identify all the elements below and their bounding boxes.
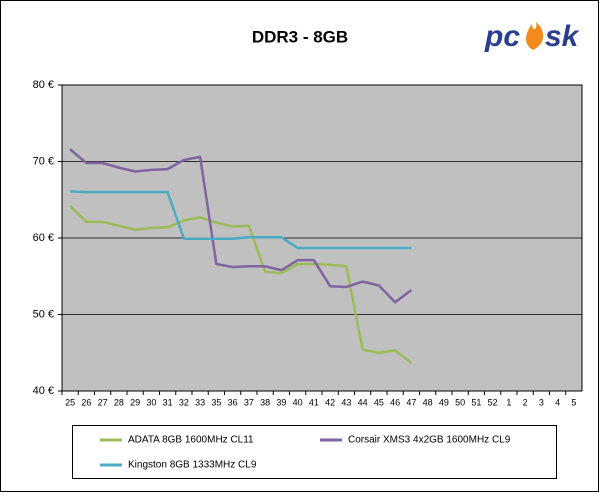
x-tick-label: 5: [571, 397, 576, 407]
y-tick-label: 50 €: [33, 308, 54, 320]
series-line: [69, 204, 413, 364]
chart-title: DDR3 - 8GB: [252, 27, 348, 46]
x-tick-label: 41: [309, 397, 319, 407]
x-tick-label: 31: [163, 397, 173, 407]
x-tick-label: 38: [260, 397, 270, 407]
x-tick-label: 52: [488, 397, 498, 407]
logo-flame: [526, 22, 544, 50]
x-tick-label: 46: [390, 397, 400, 407]
series-line: [70, 190, 412, 250]
x-tick-label: 35: [211, 397, 221, 407]
x-tick-label: 4: [555, 397, 560, 407]
y-tick-label: 60 €: [33, 232, 54, 244]
x-tick-label: 40: [293, 397, 303, 407]
x-tick-label: 50: [455, 397, 465, 407]
x-tick-label: 39: [276, 397, 286, 407]
y-tick-label: 70 €: [33, 155, 54, 167]
x-tick-label: 28: [114, 397, 124, 407]
x-tick-label: 47: [406, 397, 416, 407]
x-tick-label: 42: [325, 397, 335, 407]
series-line: [69, 148, 413, 304]
x-tick-label: 51: [471, 397, 481, 407]
logo: pc sk: [484, 20, 580, 53]
x-tick-label: 33: [195, 397, 205, 407]
y-tick-label: 40 €: [33, 385, 54, 397]
x-tick-label: 3: [539, 397, 544, 407]
legend-label: Kingston 8GB 1333MHz CL9: [128, 460, 257, 471]
legend: [72, 425, 557, 479]
x-tick-label: 1: [506, 397, 511, 407]
legend-label: ADATA 8GB 1600MHz CL11: [128, 435, 254, 446]
logo-right: sk: [545, 20, 580, 53]
legend-label: Corsair XMS3 4x2GB 1600MHz CL9: [348, 435, 511, 446]
y-tick-label: 80 €: [33, 79, 54, 91]
x-tick-label: 37: [244, 397, 254, 407]
x-tick-label: 26: [81, 397, 91, 407]
x-tick-label: 43: [341, 397, 351, 407]
x-tick-label: 25: [65, 397, 75, 407]
x-tick-label: 49: [439, 397, 449, 407]
x-tick-label: 2: [523, 397, 528, 407]
x-tick-label: 29: [130, 397, 140, 407]
x-tick-label: 36: [228, 397, 238, 407]
x-tick-label: 45: [374, 397, 384, 407]
x-tick-label: 27: [98, 397, 108, 407]
x-tick-label: 30: [146, 397, 156, 407]
logo-left: pc: [484, 20, 520, 53]
x-tick-label: 44: [358, 397, 368, 407]
x-tick-label: 32: [179, 397, 189, 407]
x-tick-label: 48: [423, 397, 433, 407]
